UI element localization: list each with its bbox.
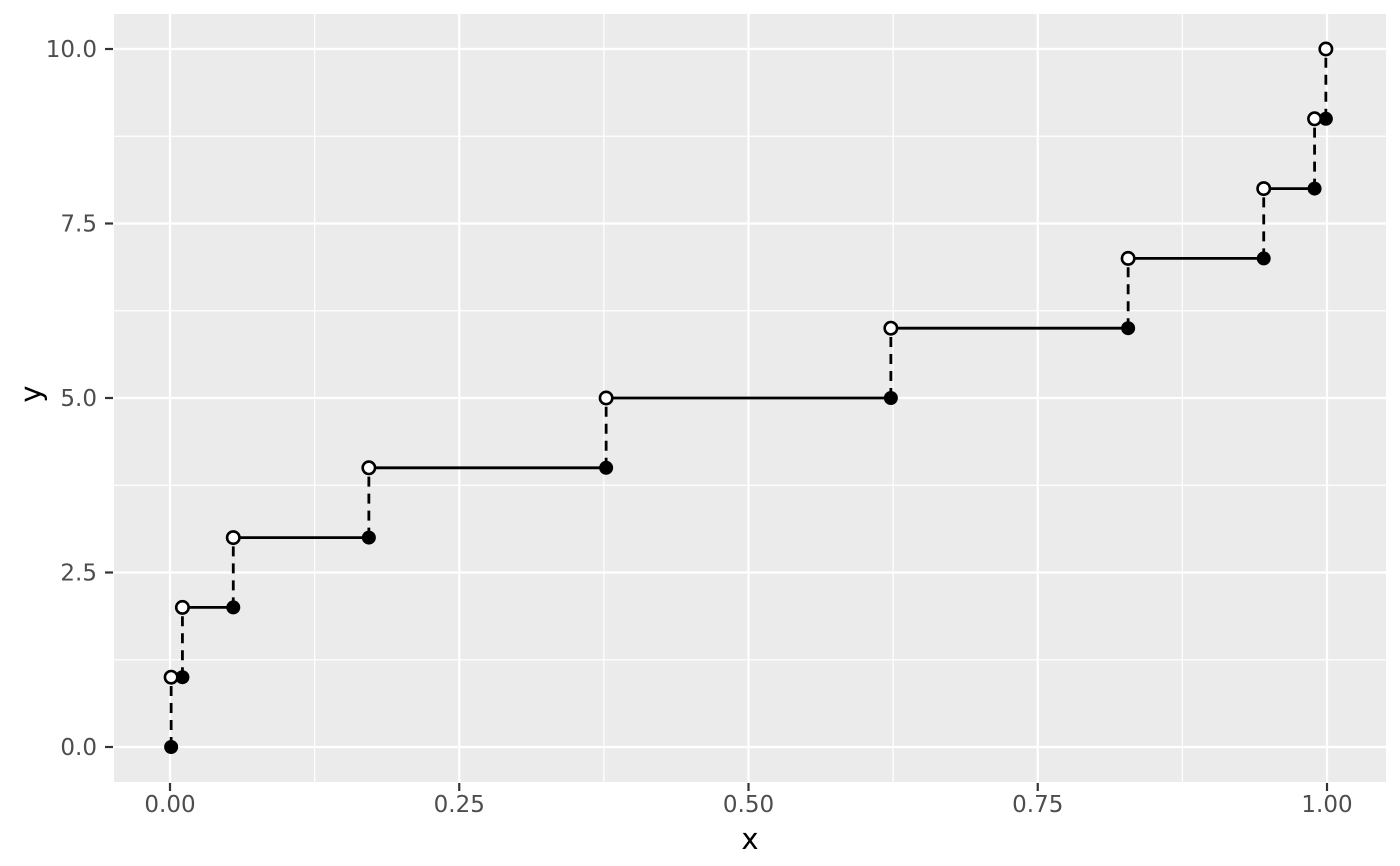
- data-point-closed: [361, 530, 376, 545]
- data-point-closed: [599, 460, 614, 475]
- data-point-open: [1256, 181, 1272, 197]
- data-point-open: [174, 599, 190, 615]
- x-tick-label: 0.00: [144, 792, 195, 818]
- axis-ticks-group: [105, 47, 1329, 791]
- data-point-closed: [226, 600, 241, 615]
- data-point-open: [1307, 111, 1323, 127]
- series-group: [169, 47, 1328, 749]
- data-point-closed: [1121, 321, 1136, 336]
- data-point-open: [1318, 41, 1334, 57]
- data-point-closed: [1307, 181, 1322, 196]
- data-point-open: [883, 320, 899, 336]
- y-tick-label: 10.0: [46, 37, 97, 63]
- points-group: [163, 41, 1334, 754]
- x-tick-label: 0.75: [1012, 792, 1063, 818]
- y-tick-label: 2.5: [60, 561, 97, 587]
- y-axis-title: y: [14, 385, 48, 402]
- axis-labels-group: 0.00 0.25 0.50 0.75 1.00 0.0 2.5 5.0 7.5 10.0: [46, 37, 1353, 818]
- y-tick-label: 0.0: [60, 735, 97, 761]
- data-point-open: [163, 669, 179, 685]
- data-point-closed: [1256, 251, 1271, 266]
- y-tick-label: 7.5: [60, 212, 97, 238]
- data-point-closed: [1318, 111, 1333, 126]
- data-point-open: [1120, 250, 1136, 266]
- data-point-closed: [164, 740, 179, 754]
- x-tick-label: 1.00: [1301, 792, 1352, 818]
- y-tick-label: 5.0: [60, 386, 97, 412]
- x-axis-title: x: [741, 822, 758, 856]
- data-point-closed: [883, 391, 898, 405]
- data-point-closed: [175, 670, 190, 685]
- x-tick-label: 0.50: [723, 792, 774, 818]
- data-point-open: [225, 530, 241, 546]
- data-point-open: [598, 390, 614, 406]
- x-tick-label: 0.25: [434, 792, 485, 818]
- data-point-open: [361, 460, 377, 476]
